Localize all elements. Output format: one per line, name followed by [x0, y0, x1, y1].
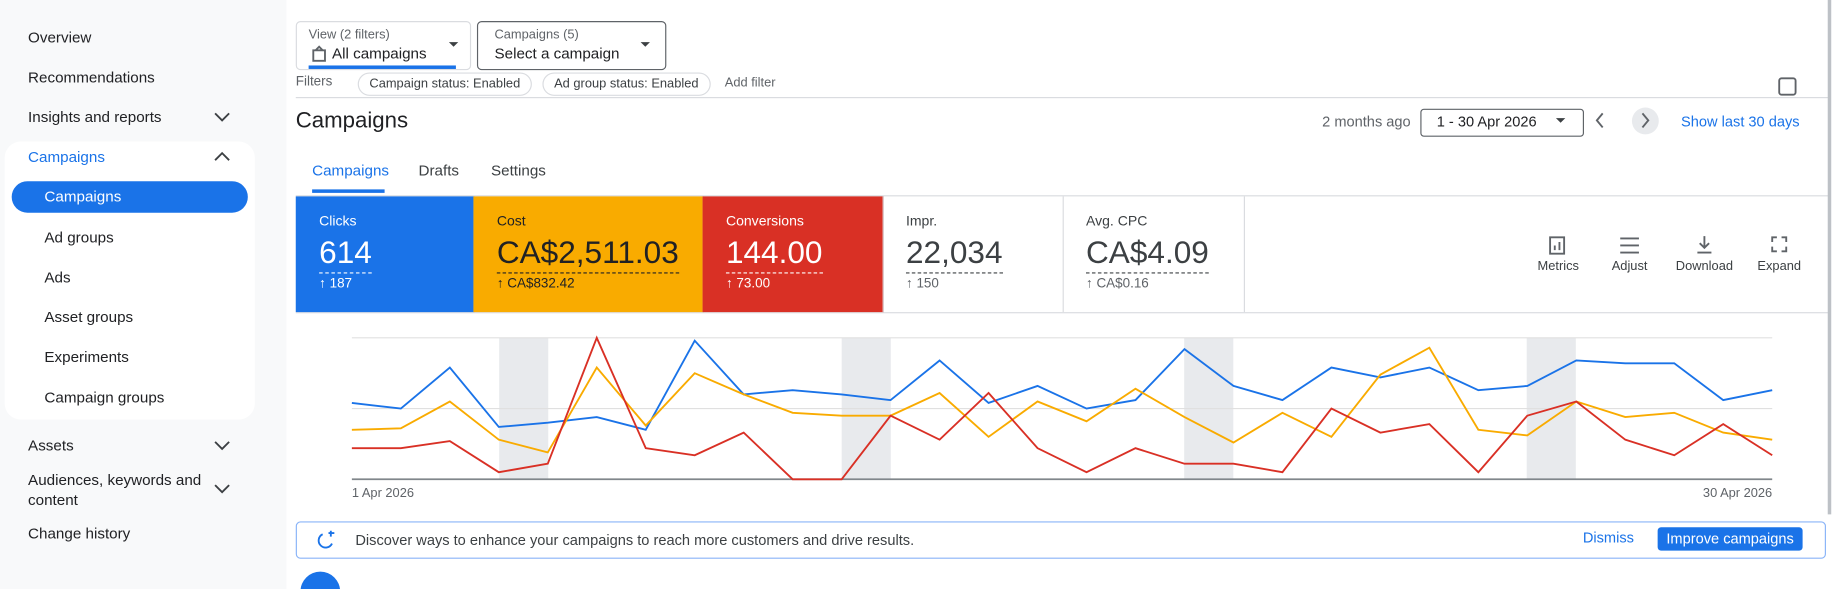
- icons: [312, 45, 1797, 549]
- metrics-icon: [1549, 236, 1566, 255]
- filters-label: Filters: [295, 74, 333, 89]
- building-icon: [312, 45, 326, 62]
- metric-value: 614: [319, 235, 372, 274]
- tab[interactable]: Settings: [490, 161, 546, 179]
- dropdown-value: All campaigns: [331, 44, 427, 62]
- dropdown-carets: [448, 42, 1566, 123]
- nav-sub-item[interactable]: Ad groups: [44, 228, 114, 247]
- fab-button[interactable]: [300, 571, 341, 589]
- divider: [295, 195, 1830, 197]
- x-tick-label: 1 Apr 2026: [352, 485, 414, 500]
- series-line: [351, 335, 1773, 481]
- metric-change-value: CA$832.42: [507, 277, 575, 292]
- metric-label: Avg. CPC: [1086, 212, 1148, 230]
- dropdown-value: Select a campaign: [494, 44, 620, 62]
- tab-indicator: [312, 189, 385, 193]
- chevrons: [214, 112, 230, 494]
- nav-item[interactable]: Insights and reports: [28, 108, 162, 126]
- save-icon[interactable]: [1778, 77, 1797, 96]
- add-filter[interactable]: Add filter: [724, 75, 776, 91]
- filter-chip[interactable]: Ad group status: Enabled: [542, 72, 711, 96]
- range-ago: 2 months ago: [1322, 113, 1411, 130]
- date-picker[interactable]: [1420, 108, 1584, 137]
- metric-change-value: CA$0.16: [1096, 277, 1149, 292]
- tool-button[interactable]: Metrics: [1537, 259, 1579, 274]
- nav-item[interactable]: Assets: [28, 436, 74, 455]
- divider: [295, 97, 1830, 99]
- expand-icon: [1771, 236, 1788, 253]
- dropdown-label: View (2 filters): [308, 28, 390, 43]
- nav-item[interactable]: Overview: [28, 28, 92, 47]
- metric-change: ↑ 150: [905, 277, 939, 292]
- nav-sub-item[interactable]: Experiments: [44, 347, 129, 366]
- nav-sub-item[interactable]: Ads: [44, 268, 71, 286]
- nav-sub-item[interactable]: Campaign groups: [44, 388, 165, 407]
- divider: [295, 312, 1830, 314]
- prev-arrow[interactable]: [1595, 112, 1604, 129]
- dropdown-label: Campaigns (5): [494, 28, 579, 43]
- metric-card[interactable]: Avg. CPC CA$4.09 ↑ CA$0.16: [1063, 196, 1245, 313]
- nav-sub-item[interactable]: Campaigns: [44, 187, 122, 206]
- metric-change-value: 73.00: [736, 277, 771, 292]
- nav-sub-item[interactable]: Asset groups: [44, 308, 134, 326]
- metric-value: CA$2,511.03: [496, 235, 679, 274]
- metric-card[interactable]: Impr. 22,034 ↑ 150: [883, 196, 1064, 313]
- tool-button[interactable]: Download: [1675, 259, 1733, 274]
- metric-label: Conversions: [725, 212, 804, 230]
- metric-card[interactable]: Cost CA$2,511.03 ↑ CA$832.42: [473, 196, 704, 313]
- tool-button[interactable]: Adjust: [1611, 259, 1648, 274]
- metric-card[interactable]: Conversions 144.00 ↑ 73.00: [702, 196, 884, 313]
- metric-label: Cost: [496, 212, 526, 230]
- nav-item[interactable]: Change history: [28, 524, 131, 542]
- metric-card[interactable]: Clicks 614 ↑ 187: [295, 196, 475, 313]
- metric-change: ↑ CA$832.42: [496, 277, 575, 292]
- metric-label: Clicks: [319, 212, 357, 230]
- nav-item[interactable]: Recommendations: [28, 68, 155, 86]
- metric-value: CA$4.09: [1086, 235, 1209, 274]
- metric-value: 22,034: [905, 235, 1003, 274]
- dropdown-underline: [308, 65, 456, 69]
- improve-button[interactable]: Improve campaigns: [1657, 527, 1803, 551]
- dismiss[interactable]: Dismiss: [1582, 529, 1634, 546]
- filter-chip[interactable]: Campaign status: Enabled: [357, 72, 532, 96]
- x-tick-label: 30 Apr 2026: [1703, 485, 1772, 500]
- view-dropdown[interactable]: [295, 21, 472, 71]
- metric-label: Impr.: [905, 212, 938, 230]
- show-last[interactable]: Show last 30 days: [1681, 113, 1800, 130]
- metric-change: ↑ 187: [319, 277, 353, 292]
- next-arrow[interactable]: [1641, 112, 1650, 129]
- tool-button[interactable]: Expand: [1757, 259, 1802, 274]
- nav-selected: [11, 181, 248, 213]
- date-range: 1 - 30 Apr 2026: [1436, 113, 1537, 130]
- download-icon: [1697, 236, 1712, 254]
- tab[interactable]: Campaigns: [312, 161, 390, 179]
- metric-value: 144.00: [725, 235, 823, 274]
- metric-change-value: 150: [916, 277, 939, 292]
- next-button-bg: [1631, 107, 1659, 135]
- banner-text: Discover ways to enhance your campaigns …: [355, 531, 915, 549]
- nav-item[interactable]: Campaigns: [28, 147, 105, 166]
- banner: [295, 521, 1826, 559]
- nav-item[interactable]: Audiences, keywords and content: [28, 471, 202, 509]
- metric-change-value: 187: [329, 277, 353, 292]
- series-line: [351, 339, 1773, 431]
- page-title: Campaigns: [295, 108, 409, 134]
- campaign-dropdown[interactable]: [476, 21, 667, 71]
- tab[interactable]: Drafts: [418, 161, 460, 179]
- series-line: [351, 346, 1773, 454]
- metric-change: ↑ 73.00: [725, 277, 771, 292]
- metric-change: ↑ CA$0.16: [1086, 277, 1149, 292]
- adjust-icon: [1620, 237, 1639, 254]
- banner-icon: [317, 530, 335, 549]
